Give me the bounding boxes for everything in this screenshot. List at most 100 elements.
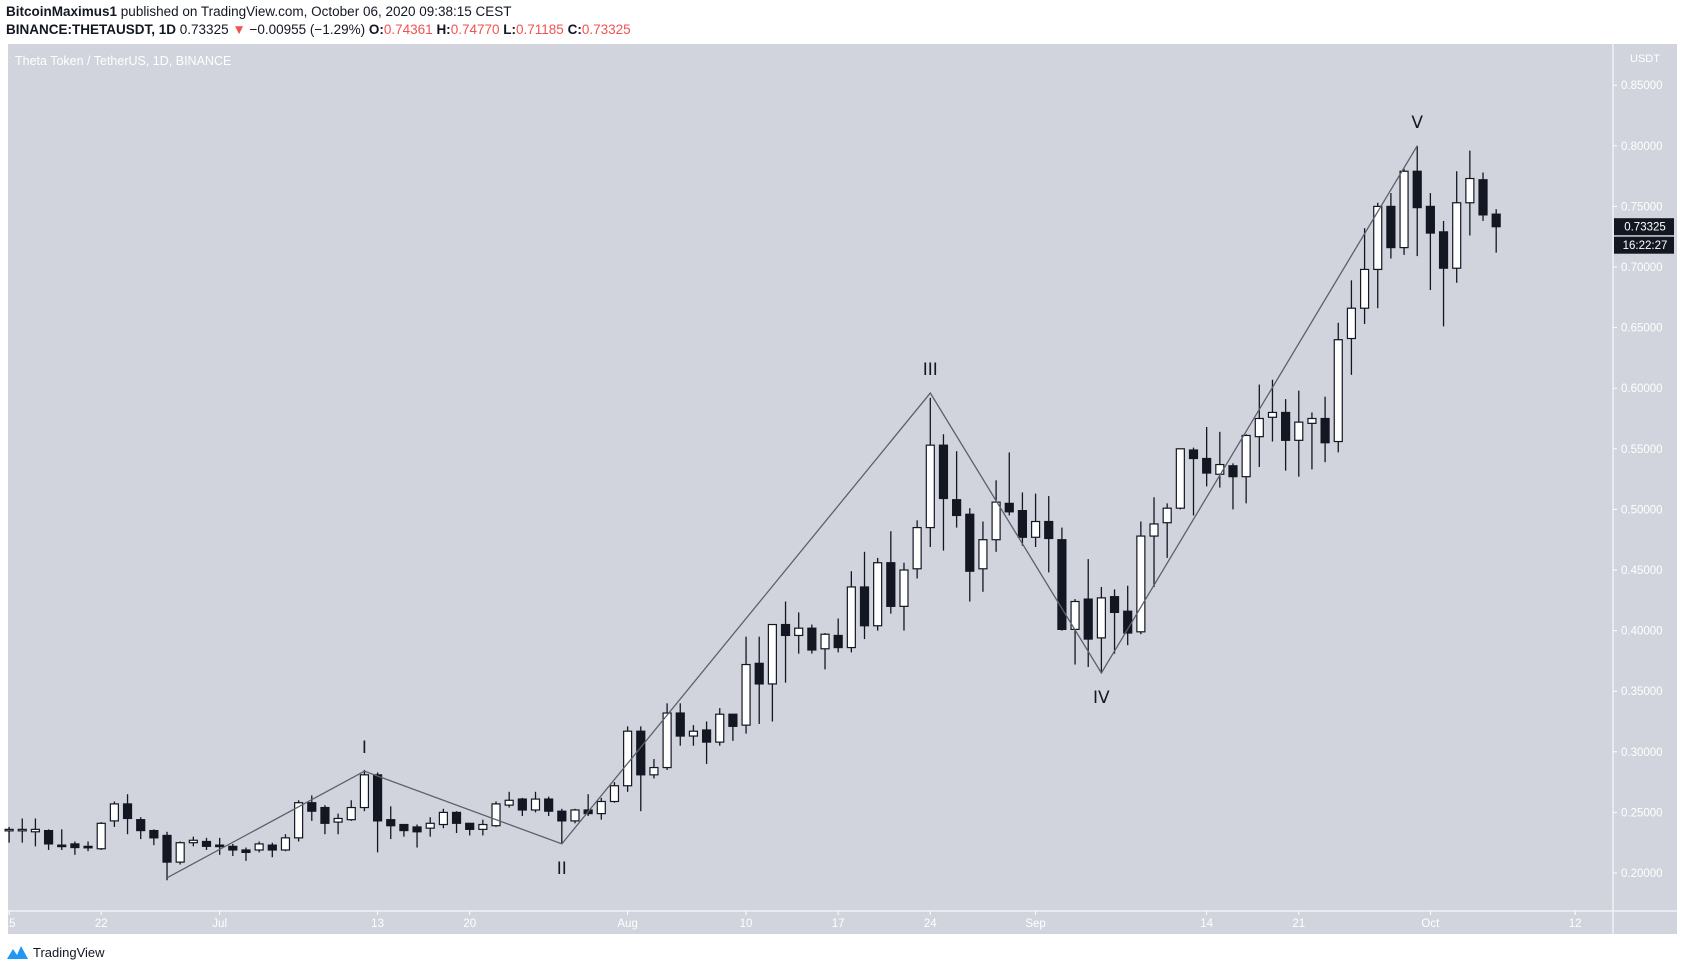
- candle[interactable]: [807, 624, 817, 654]
- candle[interactable]: [478, 819, 488, 836]
- candle[interactable]: [412, 824, 422, 848]
- candle[interactable]: [228, 843, 238, 857]
- candle[interactable]: [504, 791, 514, 808]
- candle[interactable]: [1228, 463, 1238, 510]
- candle[interactable]: [465, 822, 475, 836]
- candle[interactable]: [83, 841, 93, 852]
- candle[interactable]: [1307, 412, 1317, 470]
- candle[interactable]: [1083, 559, 1093, 667]
- candle[interactable]: [425, 817, 435, 837]
- chart-pane[interactable]: [8, 44, 1613, 911]
- candle[interactable]: [386, 806, 396, 840]
- candle[interactable]: [1202, 426, 1212, 487]
- candle[interactable]: [136, 817, 146, 840]
- candle[interactable]: [1267, 379, 1278, 442]
- candle[interactable]: [662, 703, 672, 770]
- candle[interactable]: [96, 822, 106, 850]
- candle[interactable]: [544, 796, 554, 817]
- candle[interactable]: [938, 434, 949, 551]
- candle[interactable]: [1149, 497, 1159, 587]
- elliott-wave-line[interactable]: [166, 145, 1418, 879]
- candle[interactable]: [359, 769, 370, 812]
- candle[interactable]: [175, 841, 185, 865]
- candle[interactable]: [1017, 492, 1028, 546]
- candle[interactable]: [4, 826, 14, 843]
- candle[interactable]: [346, 800, 356, 821]
- author-name[interactable]: BitcoinMaximus1: [6, 4, 118, 19]
- candle[interactable]: [1030, 493, 1041, 547]
- candle[interactable]: [267, 842, 277, 858]
- candle[interactable]: [1346, 280, 1357, 375]
- candle[interactable]: [609, 782, 620, 803]
- candle[interactable]: [530, 791, 541, 813]
- candle[interactable]: [1465, 150, 1475, 236]
- candle[interactable]: [701, 721, 712, 764]
- candle[interactable]: [991, 480, 1001, 552]
- candle[interactable]: [438, 808, 448, 829]
- candle[interactable]: [899, 562, 909, 631]
- candle[interactable]: [1162, 503, 1172, 558]
- candle[interactable]: [517, 797, 527, 817]
- candle[interactable]: [215, 837, 225, 855]
- candle[interactable]: [1004, 452, 1014, 516]
- candle[interactable]: [688, 725, 699, 746]
- candle[interactable]: [754, 636, 764, 724]
- candle[interactable]: [57, 829, 67, 850]
- candle[interactable]: [1044, 496, 1054, 573]
- candle[interactable]: [451, 811, 462, 834]
- candle[interactable]: [1320, 396, 1330, 463]
- price-axis[interactable]: [1613, 44, 1677, 934]
- candle[interactable]: [912, 520, 922, 579]
- candle[interactable]: [70, 841, 80, 855]
- candle[interactable]: [833, 618, 843, 653]
- candle[interactable]: [1294, 390, 1304, 477]
- candlestick-chart[interactable]: Theta Token / TetherUS, 1D, BINANCE USDT…: [0, 0, 1684, 940]
- candle[interactable]: [149, 829, 159, 846]
- candle[interactable]: [741, 636, 751, 734]
- candle[interactable]: [1386, 193, 1396, 259]
- candle[interactable]: [1399, 168, 1409, 255]
- candle[interactable]: [846, 571, 856, 653]
- candle[interactable]: [162, 831, 172, 881]
- candle[interactable]: [399, 823, 409, 837]
- candle[interactable]: [925, 397, 935, 547]
- candle[interactable]: [1109, 589, 1120, 654]
- candle[interactable]: [859, 551, 870, 640]
- candle[interactable]: [675, 703, 685, 746]
- candle[interactable]: [978, 521, 988, 592]
- candle[interactable]: [1333, 322, 1343, 453]
- candle[interactable]: [1438, 220, 1449, 327]
- candle[interactable]: [767, 623, 777, 722]
- candle[interactable]: [1425, 193, 1435, 291]
- candle[interactable]: [794, 612, 804, 654]
- candle[interactable]: [491, 801, 501, 827]
- candle[interactable]: [1281, 399, 1291, 471]
- candle[interactable]: [30, 818, 41, 847]
- candle[interactable]: [201, 837, 212, 850]
- candle[interactable]: [557, 808, 567, 844]
- candle[interactable]: [1254, 384, 1264, 467]
- candle[interactable]: [122, 794, 133, 835]
- candle[interactable]: [1096, 586, 1106, 672]
- candle[interactable]: [1412, 145, 1422, 257]
- candle[interactable]: [1452, 171, 1462, 283]
- candle[interactable]: [820, 633, 830, 670]
- candle[interactable]: [780, 601, 791, 683]
- candle[interactable]: [320, 805, 330, 835]
- candle[interactable]: [1491, 209, 1501, 253]
- candle[interactable]: [188, 836, 198, 847]
- candle[interactable]: [728, 713, 738, 741]
- candle[interactable]: [596, 797, 606, 820]
- candle[interactable]: [1188, 447, 1199, 516]
- candle[interactable]: [873, 557, 883, 631]
- candle[interactable]: [280, 834, 291, 852]
- candle[interactable]: [1478, 172, 1488, 221]
- candle[interactable]: [965, 508, 975, 602]
- candle[interactable]: [372, 772, 383, 853]
- candle[interactable]: [1136, 521, 1146, 635]
- candle[interactable]: [952, 451, 962, 528]
- candle[interactable]: [241, 847, 251, 861]
- candle[interactable]: [1057, 527, 1067, 631]
- candle[interactable]: [333, 813, 343, 835]
- candle[interactable]: [1175, 448, 1185, 510]
